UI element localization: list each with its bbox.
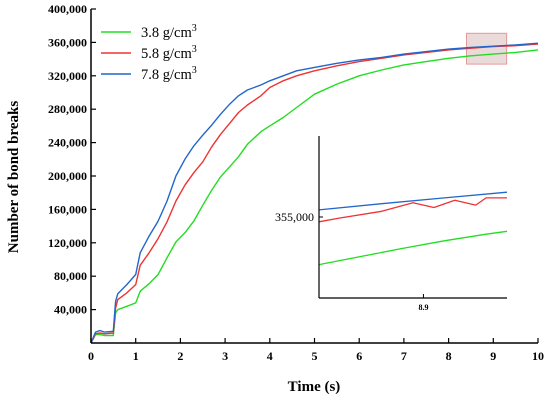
inset-series-line-1 (318, 230, 508, 266)
legend-label-3: 7.8 g/cm3 (141, 65, 197, 83)
y-tick-label: 80,000 (54, 269, 87, 283)
series-lines (90, 42, 539, 344)
x-tick-label: 10 (532, 349, 544, 363)
inset-x-tick-label: 8.9 (418, 303, 428, 312)
axis-ticks: 0 1 2 3 4 5 6 7 8 9 10 40,000 80,000 120,000 160,000 20… (48, 2, 544, 363)
inset-background (319, 136, 507, 298)
series-line-3 (90, 42, 539, 344)
y-tick-label: 120,000 (48, 236, 87, 250)
y-tick-label: 160,000 (48, 202, 87, 216)
y-tick-label: 40,000 (54, 303, 87, 317)
inset-series-line-2 (318, 197, 507, 223)
x-tick-label: 0 (88, 349, 94, 363)
x-tick-label: 9 (490, 349, 496, 363)
series-line-2 (90, 43, 539, 344)
x-tick-label: 8 (446, 349, 452, 363)
x-tick-label: 7 (401, 349, 407, 363)
y-tick-label: 360,000 (48, 35, 87, 49)
legend-label-2: 5.8 g/cm3 (141, 44, 197, 62)
x-tick-label: 5 (312, 349, 318, 363)
inset-y-tick-label: 355,000 (275, 210, 314, 224)
y-axis-title: Number of bond breaks (6, 101, 22, 254)
y-tick-label: 320,000 (48, 69, 87, 83)
inset-series-line-3 (318, 191, 508, 211)
x-tick-label: 6 (356, 349, 362, 363)
x-tick-label: 1 (133, 349, 139, 363)
y-tick-label: 240,000 (48, 136, 87, 150)
inset-zoom-plot: 8.9 355,000 (275, 136, 508, 312)
x-tick-label: 2 (177, 349, 183, 363)
y-tick-label: 200,000 (48, 169, 87, 183)
x-tick-label: 4 (267, 349, 273, 363)
series-line-1 (90, 49, 539, 344)
y-tick-label: 400,000 (48, 2, 87, 16)
legend-label-1: 3.8 g/cm3 (141, 23, 197, 41)
x-tick-label: 3 (222, 349, 228, 363)
y-tick-label: 280,000 (48, 102, 87, 116)
x-axis-title: Time (s) (288, 379, 341, 395)
legend: 3.8 g/cm3 5.8 g/cm3 7.8 g/cm3 (101, 23, 197, 83)
